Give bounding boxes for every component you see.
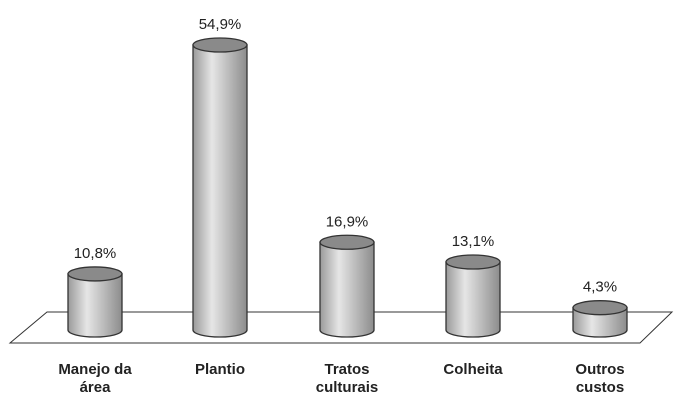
bar-body xyxy=(445,261,501,338)
category-label-line: Colheita xyxy=(443,361,503,378)
bar-body xyxy=(67,273,123,338)
value-label: 4,3% xyxy=(583,279,617,296)
bar-5 xyxy=(572,300,628,338)
category-label: Plantio xyxy=(195,361,245,378)
bar-2 xyxy=(192,37,248,338)
category-label-line: Plantio xyxy=(195,361,245,378)
bar-3 xyxy=(319,234,375,338)
category-label-line: Outros xyxy=(575,361,624,378)
bar-body xyxy=(572,307,628,338)
category-label: Colheita xyxy=(443,361,503,378)
bar-top xyxy=(445,254,501,270)
bar-body xyxy=(192,44,248,338)
category-label-line: custos xyxy=(576,379,624,396)
category-label: Manejo da área xyxy=(58,361,132,396)
category-label: Outros custos xyxy=(575,361,624,396)
category-label-line: área xyxy=(80,379,112,396)
category-label-line: culturais xyxy=(316,379,379,396)
bar-top xyxy=(319,234,375,250)
bar-top xyxy=(572,300,628,316)
category-label-line: Manejo da xyxy=(58,361,132,378)
bar-top xyxy=(192,37,248,53)
value-label: 13,1% xyxy=(452,233,495,250)
category-label-line: Tratos xyxy=(324,361,369,378)
bar-4 xyxy=(445,254,501,338)
bar-1 xyxy=(67,266,123,338)
value-label: 16,9% xyxy=(326,213,369,230)
bars-group xyxy=(67,37,628,338)
value-label: 54,9% xyxy=(199,16,242,33)
bar-body xyxy=(319,241,375,338)
bar-top xyxy=(67,266,123,282)
category-label: Tratos culturais xyxy=(316,361,379,396)
value-label: 10,8% xyxy=(74,245,117,262)
value-labels-group: 10,8% 54,9% 16,9% 13,1% 4,3% xyxy=(74,16,617,296)
category-labels-group: Manejo da área Plantio Tratos culturais Colhe… xyxy=(58,361,624,396)
